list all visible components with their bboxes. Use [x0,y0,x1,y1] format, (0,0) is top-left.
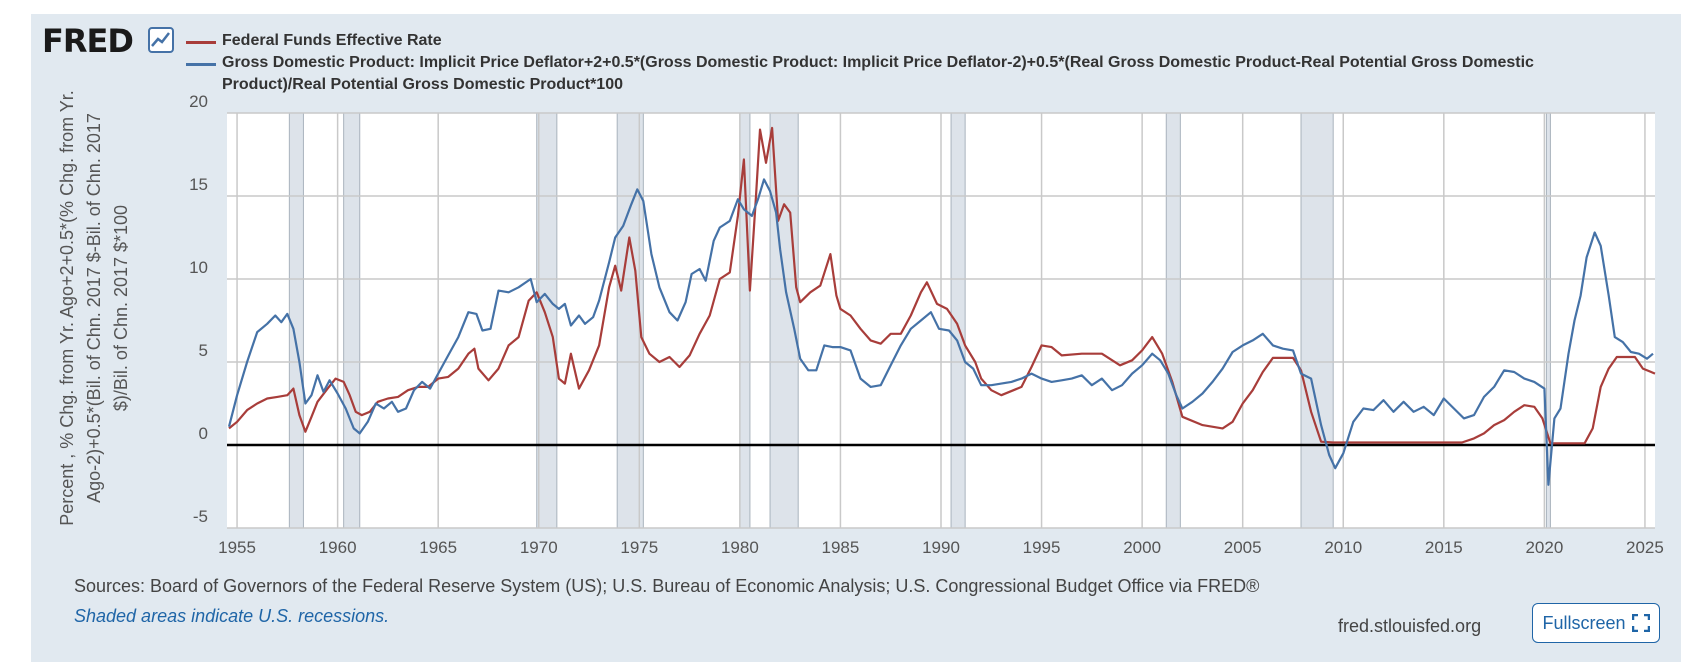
recession-band-6 [950,112,966,529]
y-tick-label: 5 [199,341,208,360]
recession-band-0 [288,112,304,529]
x-tick-label: 1995 [1023,538,1061,557]
recession-band-1 [343,112,361,529]
x-tick-label: 1970 [520,538,558,557]
x-tick-label: 1980 [721,538,759,557]
x-tick-label: 2005 [1224,538,1262,557]
fullscreen-icon [1631,614,1650,632]
site-url[interactable]: fred.stlouisfed.org [1338,616,1482,636]
series-line-gdp-deflator [227,178,1654,486]
legend-label-fed-funds: Federal Funds Effective Rate [222,32,442,49]
x-tick-label: 2010 [1324,538,1362,557]
sources-note: Sources: Board of Governors of the Feder… [74,576,1260,596]
recession-note-link[interactable]: Shaded areas indicate U.S. recessions. [74,606,390,626]
fred-graph-icon [148,27,174,53]
x-tick-label: 2025 [1626,538,1664,557]
legend-swatch-gdp-deflator [186,63,216,66]
x-tick-label: 2020 [1525,538,1563,557]
x-tick-label: 1965 [419,538,457,557]
x-tick-label: 1975 [620,538,658,557]
x-tick-label: 1990 [922,538,960,557]
recession-band-8 [1300,112,1334,529]
legend-label-gdp-deflator: Gross Domestic Product: Implicit Price D… [222,54,1534,93]
x-tick-label: 1960 [319,538,357,557]
y-tick-label: 0 [199,424,208,443]
fred-logo[interactable]: FRED [42,22,134,60]
legend-item-fed-funds: Federal Funds Effective Rate [186,30,1606,52]
x-tick-label: 1955 [218,538,256,557]
recession-band-7 [1165,112,1181,529]
legend-swatch-fed-funds [186,41,216,44]
y-tick-label: 20 [189,92,208,111]
x-tick-label: 2000 [1123,538,1161,557]
fullscreen-label: Fullscreen [1542,612,1626,633]
y-tick-label: 15 [189,175,208,194]
y-tick-label: -5 [193,507,208,526]
fullscreen-button[interactable]: Fullscreen [1532,603,1660,643]
legend-item-gdp-deflator: Gross Domestic Product: Implicit Price D… [186,52,1606,96]
x-tick-label: 1985 [822,538,860,557]
legend: Federal Funds Effective Rate Gross Domes… [186,30,1606,96]
x-tick-label: 2015 [1425,538,1463,557]
y-tick-label: 10 [189,258,208,277]
